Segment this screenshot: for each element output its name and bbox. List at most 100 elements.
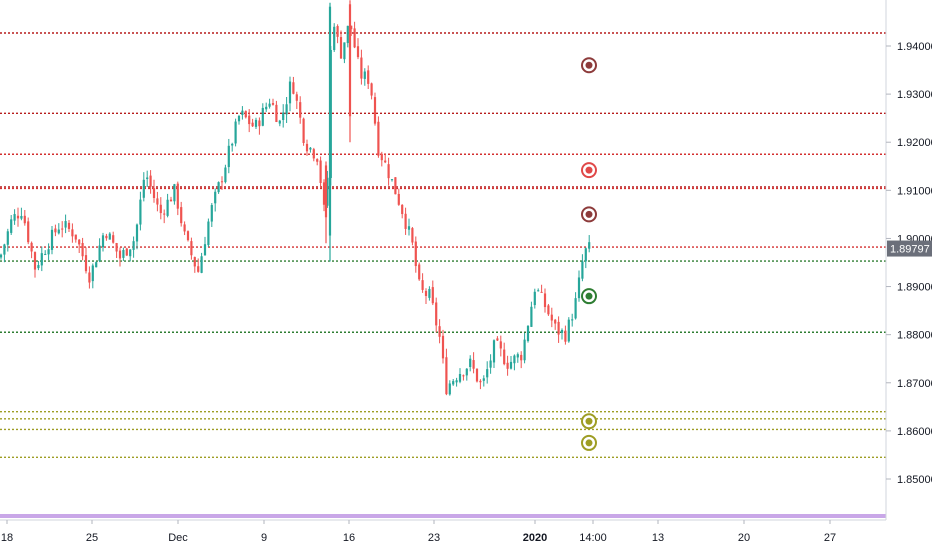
candle-body bbox=[248, 115, 251, 125]
candle-body bbox=[418, 264, 421, 280]
candle-body bbox=[370, 83, 373, 96]
candle-body bbox=[577, 277, 581, 299]
candle-body bbox=[486, 369, 489, 378]
candle-body bbox=[142, 179, 145, 198]
time-axis[interactable]: 18 25 Dec 9 16 23 2020 14:00 13 20 27 bbox=[1, 520, 836, 544]
candle-body bbox=[394, 177, 397, 195]
candle-body bbox=[183, 224, 186, 232]
candle-body bbox=[435, 302, 438, 326]
candle-body bbox=[122, 249, 125, 258]
candle-body bbox=[129, 249, 132, 257]
candle-body bbox=[220, 181, 224, 183]
candle-body bbox=[523, 339, 526, 361]
candle-body bbox=[516, 354, 519, 358]
target-marker-dot bbox=[585, 61, 593, 69]
candle-body bbox=[367, 70, 370, 84]
candle-body bbox=[3, 244, 6, 255]
candle-body bbox=[564, 330, 567, 342]
candle-body bbox=[533, 291, 536, 306]
candle-body bbox=[346, 25, 349, 44]
candle-body bbox=[360, 57, 363, 79]
candle-body bbox=[101, 235, 105, 248]
candle-body bbox=[118, 250, 122, 259]
candle-body bbox=[37, 265, 40, 269]
candle-body bbox=[336, 26, 339, 37]
time-tick-label: 23 bbox=[428, 532, 440, 544]
candle-body bbox=[492, 340, 496, 363]
candle-body bbox=[16, 215, 20, 219]
candle-body bbox=[30, 242, 33, 252]
target-marker-dot bbox=[585, 210, 593, 218]
candle-body bbox=[462, 375, 465, 377]
candle-body bbox=[397, 193, 400, 205]
candle-body bbox=[197, 266, 200, 272]
candle-body bbox=[57, 229, 60, 234]
candle-body bbox=[380, 153, 383, 161]
candle-body bbox=[348, 4, 352, 117]
candle-body bbox=[543, 293, 547, 308]
candle-body bbox=[261, 107, 264, 126]
candle-body bbox=[571, 319, 574, 321]
candle-body bbox=[363, 71, 366, 79]
candle-body bbox=[292, 82, 295, 94]
candle-body bbox=[224, 167, 227, 183]
candle-body bbox=[166, 199, 169, 216]
candle-body bbox=[227, 145, 230, 168]
candle-body bbox=[520, 354, 523, 361]
candle-body bbox=[574, 298, 577, 319]
candle-body bbox=[74, 234, 77, 240]
price-axis[interactable]: 1.940001.930001.920001.910001.900001.890… bbox=[886, 41, 932, 486]
candle-body bbox=[105, 235, 108, 239]
candle-body bbox=[475, 368, 479, 382]
candle-body bbox=[10, 219, 13, 233]
time-tick-label: 27 bbox=[824, 532, 836, 544]
price-tick-label: 1.86000 bbox=[897, 426, 932, 438]
candle-body bbox=[526, 326, 530, 342]
candle-body bbox=[384, 160, 387, 163]
time-tick-label: 20 bbox=[738, 532, 750, 544]
candle-body bbox=[479, 380, 482, 383]
candle-body bbox=[458, 374, 462, 382]
candle-body bbox=[482, 378, 485, 381]
candle-body bbox=[407, 226, 411, 230]
candle-body bbox=[251, 122, 254, 127]
candle-body bbox=[322, 182, 326, 205]
target-marker-dot bbox=[585, 417, 593, 425]
candle-body bbox=[152, 188, 156, 198]
candle-body bbox=[44, 254, 47, 256]
candle-body bbox=[581, 261, 584, 279]
candle-body bbox=[350, 25, 353, 30]
bottom-band bbox=[0, 514, 886, 518]
candle-body bbox=[503, 349, 506, 365]
candle-body bbox=[159, 204, 162, 214]
candle-body bbox=[254, 119, 258, 127]
time-tick-label: Dec bbox=[168, 532, 188, 544]
candle-body bbox=[441, 335, 445, 359]
price-tick-label: 1.92000 bbox=[897, 137, 932, 149]
candle-body bbox=[373, 97, 377, 124]
price-tick-label: 1.88000 bbox=[897, 330, 932, 342]
candle-body bbox=[540, 291, 543, 293]
candle-body bbox=[452, 381, 455, 385]
candle-body bbox=[356, 46, 360, 58]
time-tick-label: 9 bbox=[261, 532, 267, 544]
candle-body bbox=[6, 231, 9, 245]
candle-body bbox=[163, 213, 166, 215]
candle-body bbox=[333, 26, 336, 51]
candle-body bbox=[54, 228, 57, 233]
candle-body bbox=[27, 221, 30, 243]
candle-body bbox=[186, 231, 190, 241]
candle-body bbox=[560, 330, 564, 333]
candle-body bbox=[431, 287, 434, 304]
candle-body bbox=[13, 214, 16, 221]
candle-body bbox=[241, 110, 244, 116]
candle-body bbox=[414, 241, 417, 267]
candle-body bbox=[537, 290, 540, 292]
candle-body bbox=[176, 183, 179, 209]
candle-body bbox=[275, 104, 278, 123]
candle-body bbox=[530, 306, 533, 327]
candle-body bbox=[98, 245, 101, 261]
candle-body bbox=[67, 222, 71, 229]
candle-body bbox=[132, 241, 135, 250]
